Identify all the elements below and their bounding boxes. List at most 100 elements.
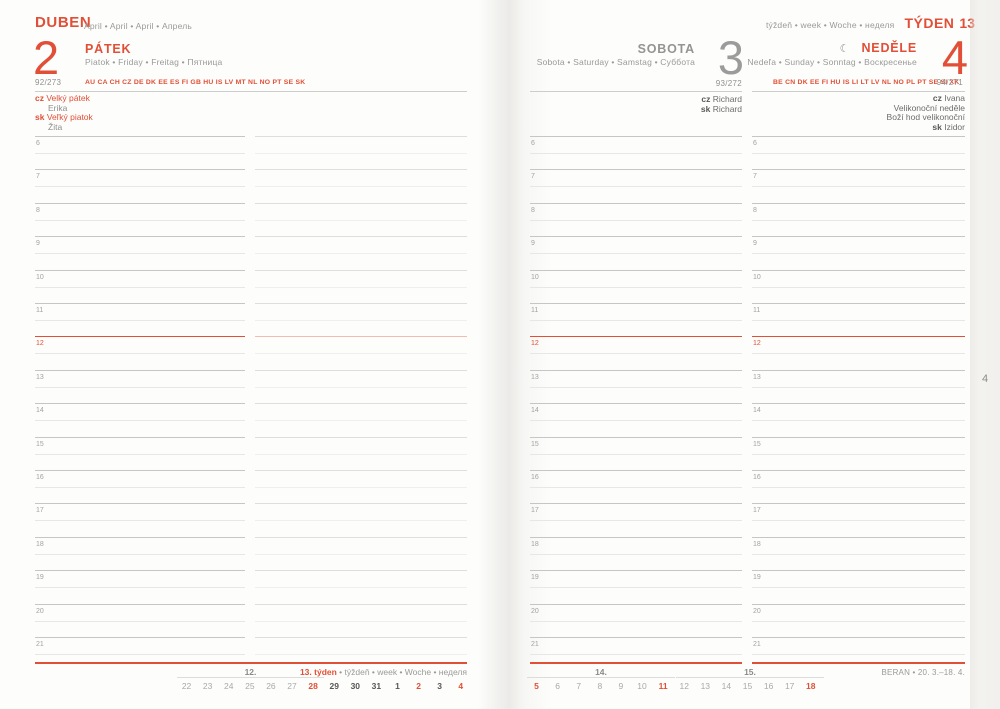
half-hour-line bbox=[530, 554, 742, 555]
country-prefix: cz bbox=[932, 93, 945, 103]
mini-calendar-day: 4 bbox=[458, 681, 464, 691]
half-hour-line bbox=[255, 621, 467, 622]
week-word: TÝDEN bbox=[904, 15, 955, 31]
half-hour-line bbox=[530, 454, 742, 455]
nameday-entry: Erika bbox=[35, 103, 235, 114]
country-prefix: cz bbox=[701, 94, 713, 104]
half-hour-line bbox=[530, 621, 742, 622]
half-hour-line bbox=[255, 387, 467, 388]
hour-line-18 bbox=[255, 537, 467, 538]
half-hour-line bbox=[752, 387, 965, 388]
saturday-day-name: SOBOTA bbox=[637, 42, 695, 56]
hour-label-19: 19 bbox=[36, 573, 44, 581]
hour-label-21: 21 bbox=[753, 640, 761, 648]
hour-label-12: 12 bbox=[531, 339, 539, 347]
hour-line-8 bbox=[255, 203, 467, 204]
hour-label-9: 9 bbox=[753, 239, 757, 247]
half-hour-line bbox=[35, 520, 245, 521]
mini-calendar-day: 29 bbox=[329, 681, 339, 691]
hour-line-20 bbox=[530, 604, 742, 605]
half-hour-line bbox=[35, 621, 245, 622]
mini-calendar-day: 22 bbox=[181, 681, 192, 691]
hour-line-17 bbox=[35, 503, 245, 504]
hour-line-18 bbox=[35, 537, 245, 538]
half-hour-line bbox=[35, 186, 245, 187]
nameday-entry: sk Richard bbox=[530, 103, 742, 115]
mini-calendar-day: 24 bbox=[224, 681, 234, 691]
hour-label-7: 7 bbox=[36, 172, 40, 180]
week12-label: 12. bbox=[244, 667, 257, 677]
half-hour-line bbox=[530, 587, 742, 588]
hour-line-16 bbox=[752, 470, 965, 471]
mini-calendar-day: 11 bbox=[658, 681, 668, 691]
hour-line-7 bbox=[530, 169, 742, 170]
hour-line-21 bbox=[752, 637, 965, 638]
entry-text: Richard bbox=[712, 94, 742, 104]
half-hour-line bbox=[35, 454, 245, 455]
half-hour-line bbox=[255, 420, 467, 421]
half-hour-line bbox=[35, 320, 245, 321]
hour-label-16: 16 bbox=[531, 473, 539, 481]
nameday-entry: sk Izidor bbox=[752, 121, 965, 133]
half-hour-line bbox=[530, 253, 742, 254]
mini-calendar-day: 1 bbox=[395, 681, 400, 691]
half-hour-line bbox=[255, 654, 467, 655]
half-hour-line bbox=[530, 287, 742, 288]
sunday-day-name: ☾ NEDĚLE bbox=[840, 41, 917, 55]
hour-line-21 bbox=[255, 637, 467, 638]
country-prefix: sk bbox=[932, 121, 945, 132]
country-prefix: sk bbox=[700, 103, 713, 114]
entry-text: Velikonoční neděle bbox=[893, 102, 965, 113]
hour-label-15: 15 bbox=[36, 440, 44, 448]
sunday-day-translations: Nedeľa • Sunday • Sonntag • Воскресенье bbox=[747, 57, 917, 67]
week14-label: 14. bbox=[595, 667, 607, 677]
half-hour-line bbox=[255, 520, 467, 521]
half-hour-line bbox=[752, 621, 965, 622]
half-hour-line bbox=[530, 487, 742, 488]
entry-text: Velký pátek bbox=[46, 93, 90, 103]
hour-label-14: 14 bbox=[753, 406, 761, 414]
hour-label-6: 6 bbox=[531, 139, 535, 147]
hour-line-6 bbox=[255, 136, 467, 137]
hour-label-21: 21 bbox=[36, 640, 44, 648]
hour-line-13 bbox=[752, 370, 965, 371]
hour-label-19: 19 bbox=[753, 573, 761, 581]
hour-label-11: 11 bbox=[753, 306, 761, 314]
half-hour-line bbox=[752, 153, 965, 154]
half-hour-line bbox=[530, 420, 742, 421]
hour-label-13: 13 bbox=[753, 373, 761, 381]
hour-line-11 bbox=[35, 303, 245, 304]
hour-line-11 bbox=[255, 303, 467, 304]
mini-calendar-day: 8 bbox=[597, 681, 603, 691]
hour-label-11: 11 bbox=[531, 306, 539, 314]
mini-calendar-day: 2 bbox=[416, 681, 421, 691]
half-hour-line bbox=[530, 387, 742, 388]
hour-line-17 bbox=[255, 503, 467, 504]
hour-line-19 bbox=[530, 570, 742, 571]
page-fold-shadow bbox=[478, 0, 552, 709]
sunday-day-number: 4 bbox=[941, 31, 968, 84]
hour-line-15 bbox=[35, 437, 245, 438]
half-hour-line bbox=[255, 487, 467, 488]
half-hour-line bbox=[530, 654, 742, 655]
hour-line-13 bbox=[35, 370, 245, 371]
hour-line-9 bbox=[35, 236, 245, 237]
entry-text: Izidor bbox=[944, 121, 965, 132]
hour-line-12 bbox=[35, 336, 245, 337]
half-hour-line bbox=[752, 420, 965, 421]
mini-calendar-day: 12 bbox=[679, 681, 689, 691]
friday-day-number: 2 bbox=[33, 31, 59, 84]
saturday-hour-grid: 6 7 8 9 10 11 12 13 14 15 16 17 18 19 20 21 bbox=[530, 136, 742, 663]
friday-grid-bottom-rule bbox=[35, 662, 467, 664]
hour-label-16: 16 bbox=[753, 473, 761, 481]
hour-label-8: 8 bbox=[753, 206, 757, 214]
half-hour-line bbox=[35, 220, 245, 221]
hour-line-14 bbox=[530, 403, 742, 404]
hour-line-17 bbox=[752, 503, 965, 504]
week12-rule bbox=[177, 677, 324, 678]
mini-calendar-day: 5 bbox=[534, 681, 539, 691]
half-hour-line bbox=[35, 587, 245, 588]
half-hour-line bbox=[752, 186, 965, 187]
hour-label-15: 15 bbox=[753, 440, 761, 448]
